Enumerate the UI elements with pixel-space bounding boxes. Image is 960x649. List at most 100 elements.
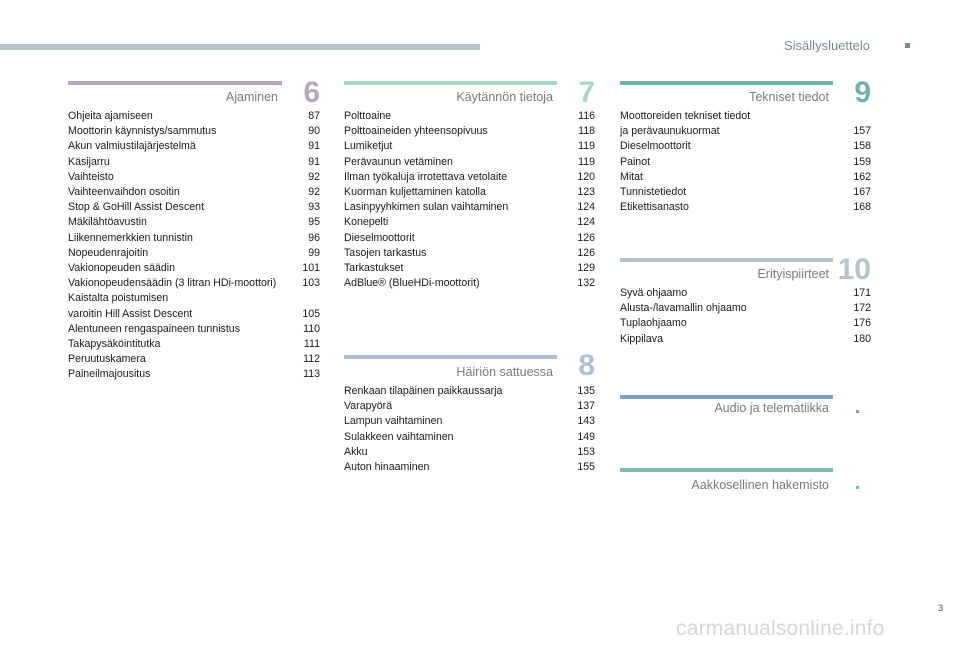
- toc-entry-page: 113: [303, 368, 320, 381]
- toc-entry[interactable]: AdBlue® (BlueHDi-moottorit) 132: [344, 276, 595, 291]
- section-erityispiirteet: Erityispiirteet 10 Syvä ohjaamo 171 Alusta…: [620, 255, 871, 355]
- toc-entry[interactable]: Vakionopeudensäädin (3 litran HDi-mootto…: [68, 276, 320, 291]
- toc-entry-title: Lampun vaihtaminen: [344, 415, 443, 428]
- toc-entry-title: Vakionopeudensäädin (3 litran HDi-mootto…: [68, 277, 277, 290]
- toc-entry-page: 101: [302, 262, 320, 275]
- toc-entry-page: 162: [853, 170, 871, 183]
- toc-entry[interactable]: Liikennemerkkien tunnistin 96: [68, 231, 320, 246]
- toc-entry-page: 92: [308, 186, 320, 199]
- toc-entry-title: Nopeudenrajoitin: [68, 246, 149, 259]
- toc-entry-page: 129: [577, 262, 595, 275]
- toc-entry-page: 124: [577, 216, 595, 229]
- section-bar: [620, 395, 833, 399]
- header-bar: [0, 44, 480, 50]
- toc-entry[interactable]: Mäkilähtöavustin 95: [68, 215, 320, 230]
- toc-entry-page: 103: [302, 277, 320, 290]
- toc-entry[interactable]: Konepelti 124: [344, 215, 595, 230]
- toc-entry[interactable]: Moottorin käynnistys/sammutus 90: [68, 124, 320, 139]
- toc-entry[interactable]: Paineilmajousitus 113: [68, 367, 320, 382]
- toc-entry-title: Tasojen tarkastus: [344, 246, 427, 259]
- toc-entry-page: 172: [853, 302, 871, 315]
- toc-entry-page: 119: [578, 140, 595, 153]
- toc-entry[interactable]: Kaistalta poistumisen varoitin Hill Assi…: [68, 291, 320, 321]
- toc-entry[interactable]: Etikettisanasto 168: [620, 200, 871, 215]
- toc-entry-page: 126: [577, 246, 595, 259]
- toc-entry-page: 118: [578, 125, 595, 138]
- toc-entry-title: Vaihteisto: [68, 170, 114, 183]
- toc-entry-title: Tarkastukset: [344, 262, 404, 275]
- section-tekniset-tiedot: Tekniset tiedot 9 Moottoreiden tekniset …: [620, 78, 871, 218]
- toc-entry-page: 91: [308, 140, 320, 153]
- section-aakkosellinen-hakemisto: Aakkosellinen hakemisto: [620, 468, 871, 498]
- toc-entry[interactable]: Kippilava 180: [620, 332, 871, 347]
- section-title[interactable]: Audio ja telematiikka: [714, 401, 829, 415]
- toc-entry-title: Paineilmajousitus: [68, 368, 151, 381]
- toc-entry[interactable]: Vaihteenvaihdon osoitin 92: [68, 185, 320, 200]
- toc-entry[interactable]: Tunnistetiedot 167: [620, 185, 871, 200]
- section-title[interactable]: Aakkosellinen hakemisto: [691, 478, 829, 492]
- toc-entry[interactable]: Alusta-/lavamallin ohjaamo 172: [620, 301, 871, 316]
- toc-entry[interactable]: Akku 153: [344, 445, 595, 460]
- toc-entry[interactable]: Varapyörä 137: [344, 399, 595, 414]
- toc-entry-title: Tunnistetiedot: [620, 186, 687, 199]
- toc-entry-title: Syvä ohjaamo: [620, 287, 688, 299]
- section-bar: [620, 258, 833, 262]
- toc-entry-title: AdBlue® (BlueHDi-moottorit): [344, 277, 480, 290]
- section-bar: [68, 81, 282, 85]
- toc-entry-title: Painot: [620, 155, 651, 168]
- toc-entry[interactable]: Takapysäköintitutka 111: [68, 337, 320, 352]
- toc-entry[interactable]: Tarkastukset 129: [344, 261, 595, 276]
- toc-entry[interactable]: Käsijarru 91: [68, 155, 320, 170]
- toc-entry[interactable]: Kuorman kuljettaminen katolla 123: [344, 185, 595, 200]
- entry-list: Syvä ohjaamo 171 Alusta-/lavamallin ohjaam…: [620, 286, 871, 347]
- toc-entry-title: Moottoreiden tekniset tiedot ja perävaun…: [620, 110, 751, 138]
- section-number: 6: [303, 76, 320, 109]
- section-number: 8: [578, 349, 595, 382]
- toc-entry[interactable]: Alentuneen rengaspaineen tunnistus 110: [68, 322, 320, 337]
- toc-entry[interactable]: Lumiketjut 119: [344, 139, 595, 154]
- toc-entry[interactable]: Dieselmoottorit 158: [620, 139, 871, 154]
- section-kaytannon-tietoja: Käytännön tietoja 7 Polttoaine 116 Polttoa…: [344, 78, 595, 298]
- toc-entry-title: Auton hinaaminen: [344, 461, 430, 474]
- section-title[interactable]: Käytännön tietoja: [456, 90, 553, 104]
- toc-entry[interactable]: Nopeudenrajoitin 99: [68, 246, 320, 261]
- toc-entry[interactable]: Polttoaine 116: [344, 109, 595, 124]
- toc-entry[interactable]: Ohjeita ajamiseen 87: [68, 109, 320, 124]
- section-title[interactable]: Erityispiirteet: [757, 267, 829, 281]
- toc-entry[interactable]: Auton hinaaminen 155: [344, 460, 595, 475]
- toc-entry-title: Sulakkeen vaihtaminen: [344, 430, 454, 443]
- toc-entry[interactable]: Sulakkeen vaihtaminen 149: [344, 430, 595, 445]
- section-title[interactable]: Häiriön sattuessa: [456, 365, 553, 379]
- toc-entry-title: Takapysäköintitutka: [68, 338, 161, 351]
- toc-entry[interactable]: Akun valmiustilajärjestelmä 91: [68, 139, 320, 154]
- toc-entry[interactable]: Polttoaineiden yhteensopivuus 118: [344, 124, 595, 139]
- toc-entry[interactable]: Vaihteisto 92: [68, 170, 320, 185]
- toc-entry[interactable]: Tasojen tarkastus 126: [344, 246, 595, 261]
- toc-entry-page: 120: [577, 170, 595, 183]
- toc-entry-page: 157: [853, 125, 871, 138]
- toc-entry[interactable]: Moottoreiden tekniset tiedot ja perävaun…: [620, 109, 871, 139]
- toc-entry[interactable]: Peruutuskamera 112: [68, 352, 320, 367]
- toc-entry[interactable]: Stop & GoHill Assist Descent 93: [68, 200, 320, 215]
- section-title[interactable]: Tekniset tiedot: [749, 90, 829, 104]
- toc-entry[interactable]: Dieselmoottorit 126: [344, 231, 595, 246]
- toc-entry[interactable]: Mitat 162: [620, 170, 871, 185]
- toc-entry[interactable]: Painot 159: [620, 155, 871, 170]
- toc-entry[interactable]: Ilman työkaluja irrotettava vetolaite 120: [344, 170, 595, 185]
- toc-entry[interactable]: Lampun vaihtaminen 143: [344, 414, 595, 429]
- toc-entry[interactable]: Perävaunun vetäminen 119: [344, 155, 595, 170]
- section-bar: [344, 81, 557, 85]
- section-number: 7: [578, 76, 595, 109]
- toc-entry-title: Kuorman kuljettaminen katolla: [344, 186, 486, 199]
- toc-entry[interactable]: Renkaan tilapäinen paikkaussarja 135: [344, 384, 595, 399]
- toc-entry[interactable]: Syvä ohjaamo 171: [620, 286, 871, 301]
- toc-entry[interactable]: Lasinpyyhkimen sulan vaihtaminen 124: [344, 200, 595, 215]
- toc-entry-page: 143: [577, 415, 595, 428]
- toc-entry-title: Akku: [344, 445, 368, 458]
- toc-entry[interactable]: Tuplaohjaamo 176: [620, 316, 871, 331]
- toc-entry-title: Varapyörä: [344, 400, 393, 413]
- section-title[interactable]: Ajaminen: [225, 90, 278, 104]
- toc-entry[interactable]: Vakionopeuden säädin 101: [68, 261, 320, 276]
- section-bar: [620, 468, 833, 472]
- toc-entry-title: Alusta-/lavamallin ohjaamo: [620, 302, 747, 315]
